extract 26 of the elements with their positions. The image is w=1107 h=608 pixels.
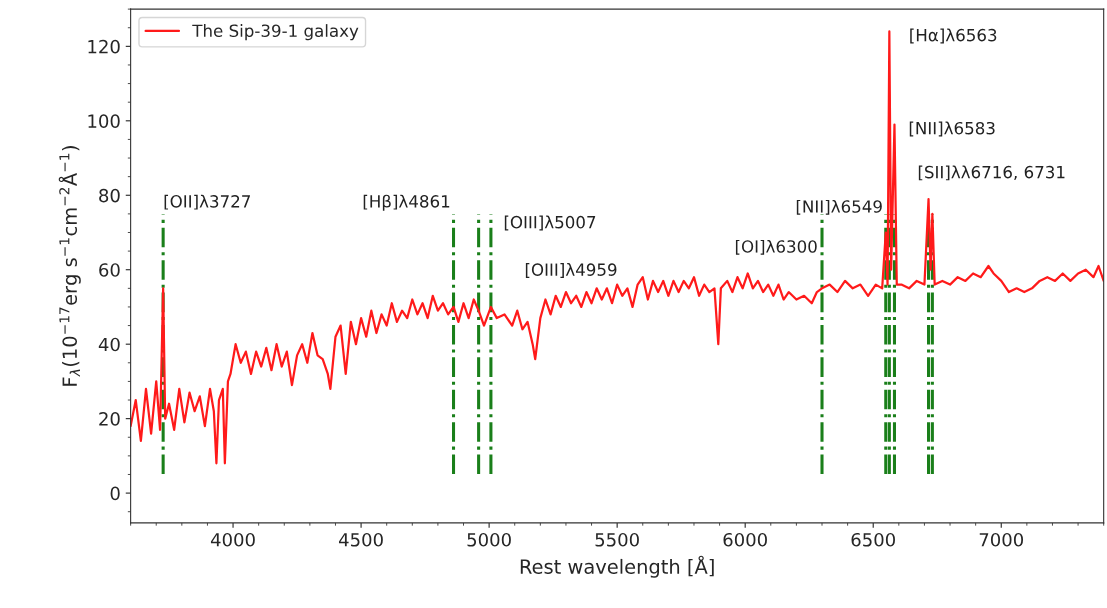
text: F$_{λ}$(10$^{−17}$erg s$^{−1}$cm$^{−2}$Å$^{−1}$)	[58, 146, 81, 386]
y-tick-label: 20	[99, 412, 120, 426]
annotation: [OI]λ6300	[735, 239, 817, 255]
x-tick-label: 4000	[210, 532, 255, 547]
x-tick-label: 7000	[979, 532, 1024, 547]
x-tick-label: 4500	[338, 532, 383, 547]
x-axis-title: Rest wavelength [Å]	[520, 555, 714, 578]
x-tick-label: 5500	[595, 532, 639, 547]
y-tick-label: 120	[88, 39, 120, 54]
y-tick-label: 100	[88, 114, 120, 128]
annotation: [SII]λλ6716, 6731	[918, 165, 1065, 181]
y-tick-label: 80	[99, 188, 120, 203]
annotation: [OIII]λ5007	[504, 215, 596, 231]
x-tick-label: 6500	[851, 532, 895, 547]
annotation: [OII]λ3727	[164, 194, 250, 210]
annotation: [OIII]λ4959	[525, 263, 617, 278]
annotation: [Hα]λ6563	[910, 28, 997, 44]
annotation: [NII]λ6583	[909, 121, 995, 137]
y-tick-label: 60	[99, 263, 120, 277]
x-tick-label: 6000	[723, 532, 767, 547]
x-tick-label: 5000	[467, 532, 511, 547]
legend-label: The Sip-39-1 galaxy	[192, 24, 359, 41]
annotation: [NII]λ6549	[796, 199, 882, 215]
y-tick-label: 40	[98, 337, 120, 352]
annotation: [Hβ]λ4861	[363, 194, 450, 211]
y-tick-label: 0	[110, 486, 120, 501]
